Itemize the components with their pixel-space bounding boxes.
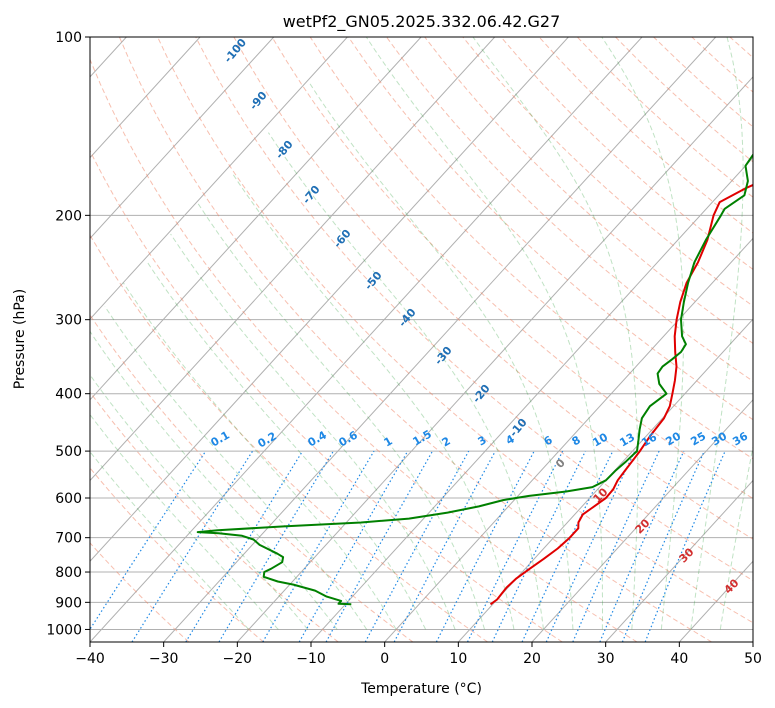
dry-adiabat-line — [90, 313, 414, 642]
dry-adiabat-line — [309, 37, 753, 460]
x-tick-label: −20 — [223, 651, 253, 667]
isotherm-line — [90, 37, 422, 401]
x-tick-label: −30 — [149, 651, 179, 667]
x-tick-label: 20 — [523, 651, 541, 667]
isotherm-line — [90, 37, 569, 563]
moist-adiabat-line — [601, 37, 685, 630]
y-axis-label: Pressure (hPa) — [12, 289, 28, 389]
plot-background — [90, 37, 753, 642]
moist-adiabat-line — [196, 201, 485, 630]
mixing-ratio-line — [325, 450, 434, 642]
moist-adiabat-line — [232, 173, 515, 630]
x-tick-label: 10 — [449, 651, 467, 667]
moist-adiabat-line — [719, 444, 753, 630]
y-tick-label: 200 — [55, 208, 82, 224]
dewpoint-line — [196, 153, 753, 606]
moist-adiabat-line — [365, 37, 603, 630]
chart-title: wetPf2_GN05.2025.332.06.42.G27 — [283, 12, 561, 32]
x-tick-label: 0 — [380, 651, 389, 667]
y-tick-label: 800 — [55, 565, 82, 581]
moist-adiabat-line — [146, 262, 427, 630]
axes: −40 −30 −20 −10 0 10 20 30 40 50 100 200 300 400 500 60… — [46, 30, 762, 667]
temperature-line — [489, 183, 753, 606]
isotherm-line — [752, 641, 753, 642]
dry-adiabat-line — [768, 37, 775, 642]
moist-adiabat-line — [690, 37, 744, 630]
moist-adiabat-line — [122, 282, 397, 630]
plot-frame — [89, 36, 754, 643]
sounding-series — [196, 153, 753, 606]
y-tick-label: 700 — [55, 531, 82, 547]
moist-adiabat-line — [104, 306, 368, 630]
isotherm-line — [236, 76, 753, 642]
isotherm-line — [90, 37, 201, 159]
x-tick-label: −40 — [75, 651, 105, 667]
moist-adiabat-line — [170, 233, 456, 630]
mixing-ratio-line — [572, 450, 660, 642]
isotherm-line — [605, 479, 753, 642]
dry-adiabat-line — [118, 37, 712, 642]
moist-adiabat-line — [472, 37, 639, 630]
isotherm-line — [90, 37, 348, 320]
mixing-ratio-line — [90, 450, 207, 631]
mixing-ratio-line — [185, 450, 304, 642]
x-tick-label: 50 — [744, 651, 762, 667]
dry-adiabat-line — [233, 37, 753, 540]
y-tick-label: 400 — [55, 387, 82, 403]
moist-adiabat-line — [309, 83, 574, 630]
moist-adiabat-line — [90, 450, 250, 630]
mixing-ratio-line — [393, 450, 496, 642]
x-tick-label: 30 — [597, 651, 615, 667]
isotherm-line — [90, 37, 275, 240]
dry-adiabat-line — [195, 37, 753, 582]
y-tick-label: 600 — [55, 491, 82, 507]
isotherm-line — [531, 399, 753, 642]
dry-adiabat-line — [424, 37, 753, 344]
isotherm-line — [384, 237, 753, 642]
dry-adiabat-line — [90, 149, 563, 642]
isotherm-line — [90, 37, 496, 482]
x-tick-label: 40 — [670, 651, 688, 667]
moist-adiabat-line — [90, 330, 338, 630]
y-tick-label: 1000 — [46, 622, 82, 638]
dry-adiabat-line — [157, 37, 753, 624]
mixing-ratio-line — [644, 450, 726, 642]
y-tick-label: 900 — [55, 595, 82, 611]
dry-adiabat-line — [90, 58, 638, 642]
y-tick-label: 100 — [55, 30, 82, 46]
mixing-ratio-line — [599, 450, 685, 642]
moist-adiabat-line — [267, 132, 544, 630]
moist-adiabat-line — [90, 374, 309, 630]
mixing-ratio-line — [131, 450, 254, 642]
x-tick-label: −10 — [296, 651, 326, 667]
y-tick-label: 300 — [55, 313, 82, 329]
y-tick-label: 500 — [55, 444, 82, 460]
dry-adiabat-line — [386, 37, 753, 382]
mixing-ratio-line — [621, 450, 705, 642]
x-axis-label: Temperature (°C) — [360, 681, 482, 697]
dry-adiabat-line — [271, 37, 753, 500]
mixing-ratio-line — [364, 450, 470, 642]
isotherm-line — [457, 318, 753, 642]
moist-adiabat-line — [90, 413, 279, 630]
isotherm-line — [90, 37, 643, 642]
